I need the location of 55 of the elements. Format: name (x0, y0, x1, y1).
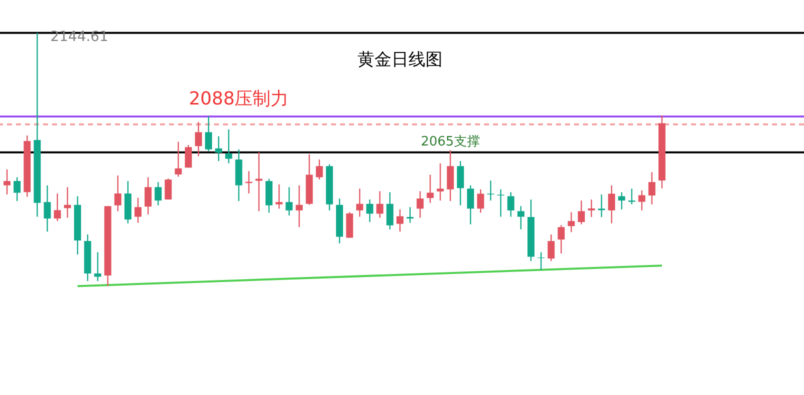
candlestick (628, 188, 636, 205)
annotation: 2144.61 (50, 28, 108, 45)
candlestick (568, 212, 575, 233)
candlestick (94, 252, 102, 282)
candlestick (648, 172, 656, 205)
candlestick (497, 188, 504, 218)
candlestick (205, 116, 212, 152)
candlestick (4, 168, 11, 196)
candlestick (638, 190, 646, 212)
candlestick (477, 188, 484, 214)
text: 黄金日线图 (358, 50, 442, 70)
candlestick (456, 160, 464, 206)
candlestick (416, 190, 424, 218)
candlestick (144, 176, 152, 216)
candlestick (548, 234, 555, 262)
annotation: 2088压制力 (188, 88, 289, 110)
candlestick (467, 184, 474, 225)
candlestick (174, 141, 182, 178)
candlestick (114, 174, 122, 212)
candlestick (386, 192, 394, 230)
candlestick (316, 158, 323, 180)
ref-line-label: 2065支撑 (420, 134, 480, 150)
candlestick (14, 176, 21, 202)
candlestick (276, 184, 283, 210)
candlestick (446, 150, 454, 202)
candlestick (598, 194, 606, 218)
candlestick (558, 224, 565, 254)
candlestick (507, 192, 514, 218)
candlestick (64, 186, 71, 218)
candlestick (538, 252, 545, 271)
candlestick (286, 186, 293, 216)
candlestick (366, 198, 374, 223)
candlestick (487, 180, 494, 202)
candlestick (154, 181, 162, 206)
candlestick (588, 198, 595, 218)
candlestick (164, 178, 172, 200)
candlestick (225, 128, 232, 164)
candlestick (215, 136, 222, 162)
candlestick (356, 188, 364, 218)
candlestick (396, 208, 404, 232)
candlestick (194, 121, 202, 157)
candlestick (54, 192, 61, 222)
candlestick (134, 197, 142, 224)
candlestick (436, 162, 444, 202)
candlestick (44, 184, 51, 232)
candlestick (406, 206, 414, 224)
candlestick (255, 152, 262, 212)
candlestick (426, 174, 434, 204)
candlestick (618, 192, 626, 210)
candlestick (608, 184, 616, 224)
candlestick (184, 144, 192, 168)
candlestick (578, 200, 585, 225)
candlestick (296, 184, 303, 228)
candlestick (376, 190, 384, 218)
candlestick (517, 206, 524, 230)
